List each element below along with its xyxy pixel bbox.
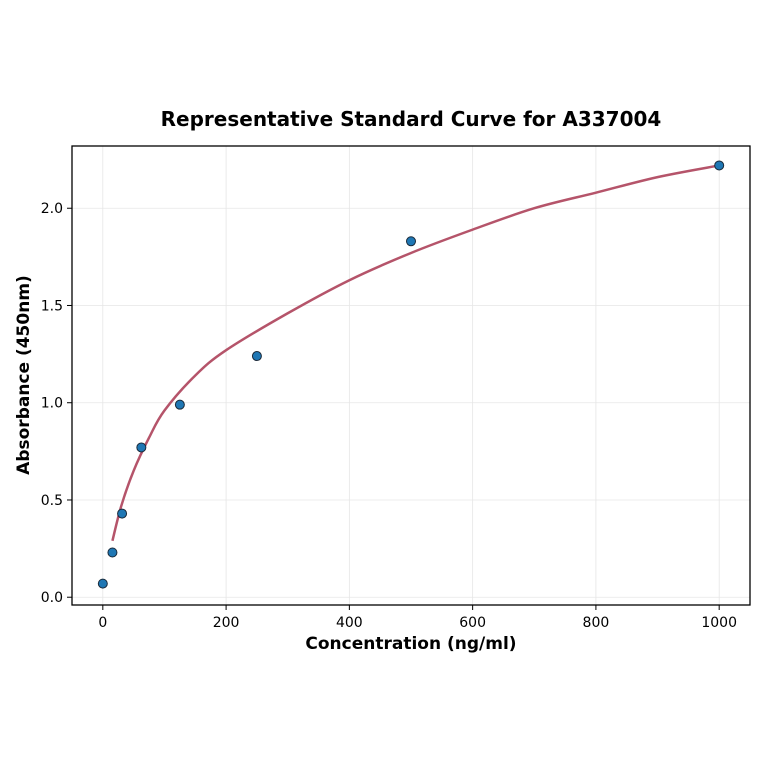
y-tick-label: 1.5 <box>41 298 63 314</box>
y-tick-label: 0.0 <box>41 590 63 606</box>
x-tick-label: 400 <box>336 615 363 631</box>
fit-curve-layer <box>111 164 720 542</box>
y-tick-label: 1.0 <box>41 396 63 412</box>
data-point <box>251 351 262 362</box>
plot-frame <box>71 145 751 606</box>
y-axis-ticks: 0.0 0.5 1.0 1.5 2.0 <box>41 201 72 606</box>
chart-title: Representative Standard Curve for A33700… <box>161 107 662 131</box>
data-point <box>406 236 416 247</box>
data-points <box>97 160 725 589</box>
x-tick-label: 600 <box>459 615 486 631</box>
y-tick-label: 0.5 <box>41 493 63 509</box>
x-tick-label: 800 <box>583 615 610 631</box>
x-tick-label: 200 <box>213 615 240 631</box>
data-point <box>117 508 128 519</box>
y-axis-label: Absorbance (450nm) <box>14 275 34 475</box>
data-point <box>136 442 147 453</box>
x-axis-label: Concentration (ng/ml) <box>305 634 516 654</box>
fit-curve-line <box>111 164 720 542</box>
data-point <box>97 578 108 589</box>
x-axis-ticks: 0 200 400 600 800 1000 <box>98 605 737 631</box>
data-point <box>714 160 725 171</box>
x-tick-label: 1000 <box>701 615 737 631</box>
data-point <box>107 547 118 558</box>
x-tick-label: 0 <box>98 615 107 631</box>
data-point <box>174 399 185 410</box>
grid <box>72 146 750 605</box>
y-tick-label: 2.0 <box>41 201 63 217</box>
